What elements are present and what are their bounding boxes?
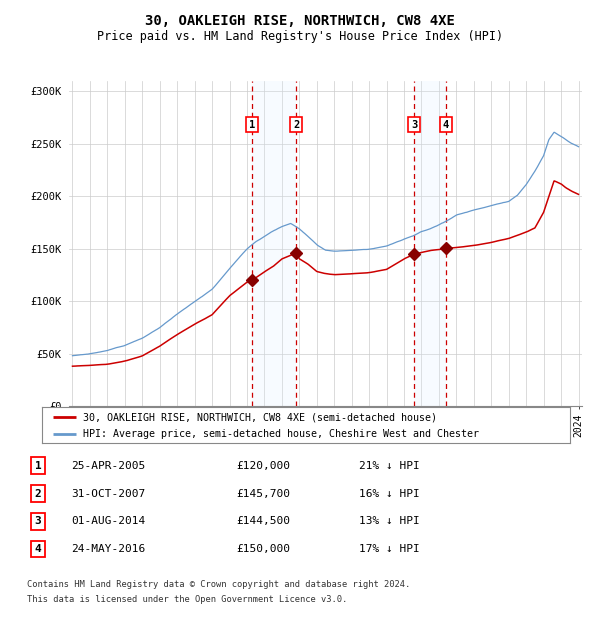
Text: 1: 1 — [249, 120, 256, 130]
Text: 2: 2 — [35, 489, 41, 498]
Text: 2: 2 — [293, 120, 299, 130]
Text: 4: 4 — [443, 120, 449, 130]
Text: 4: 4 — [35, 544, 41, 554]
Text: 16% ↓ HPI: 16% ↓ HPI — [359, 489, 419, 498]
Text: 3: 3 — [411, 120, 417, 130]
Text: £144,500: £144,500 — [236, 516, 290, 526]
Text: 01-AUG-2014: 01-AUG-2014 — [71, 516, 146, 526]
Text: Price paid vs. HM Land Registry's House Price Index (HPI): Price paid vs. HM Land Registry's House … — [97, 30, 503, 43]
Text: HPI: Average price, semi-detached house, Cheshire West and Chester: HPI: Average price, semi-detached house,… — [83, 429, 479, 440]
Text: £145,700: £145,700 — [236, 489, 290, 498]
Text: £120,000: £120,000 — [236, 461, 290, 471]
Text: Contains HM Land Registry data © Crown copyright and database right 2024.: Contains HM Land Registry data © Crown c… — [27, 580, 410, 589]
Text: 24-MAY-2016: 24-MAY-2016 — [71, 544, 146, 554]
Text: 1: 1 — [35, 461, 41, 471]
Text: This data is licensed under the Open Government Licence v3.0.: This data is licensed under the Open Gov… — [27, 595, 347, 604]
Text: 30, OAKLEIGH RISE, NORTHWICH, CW8 4XE: 30, OAKLEIGH RISE, NORTHWICH, CW8 4XE — [145, 14, 455, 28]
Text: 21% ↓ HPI: 21% ↓ HPI — [359, 461, 419, 471]
Text: 3: 3 — [35, 516, 41, 526]
Text: £150,000: £150,000 — [236, 544, 290, 554]
Text: 17% ↓ HPI: 17% ↓ HPI — [359, 544, 419, 554]
Text: 25-APR-2005: 25-APR-2005 — [71, 461, 146, 471]
Text: 30, OAKLEIGH RISE, NORTHWICH, CW8 4XE (semi-detached house): 30, OAKLEIGH RISE, NORTHWICH, CW8 4XE (s… — [83, 412, 437, 422]
Bar — [414, 81, 446, 406]
Bar — [253, 81, 296, 406]
Text: 31-OCT-2007: 31-OCT-2007 — [71, 489, 146, 498]
Text: 13% ↓ HPI: 13% ↓ HPI — [359, 516, 419, 526]
